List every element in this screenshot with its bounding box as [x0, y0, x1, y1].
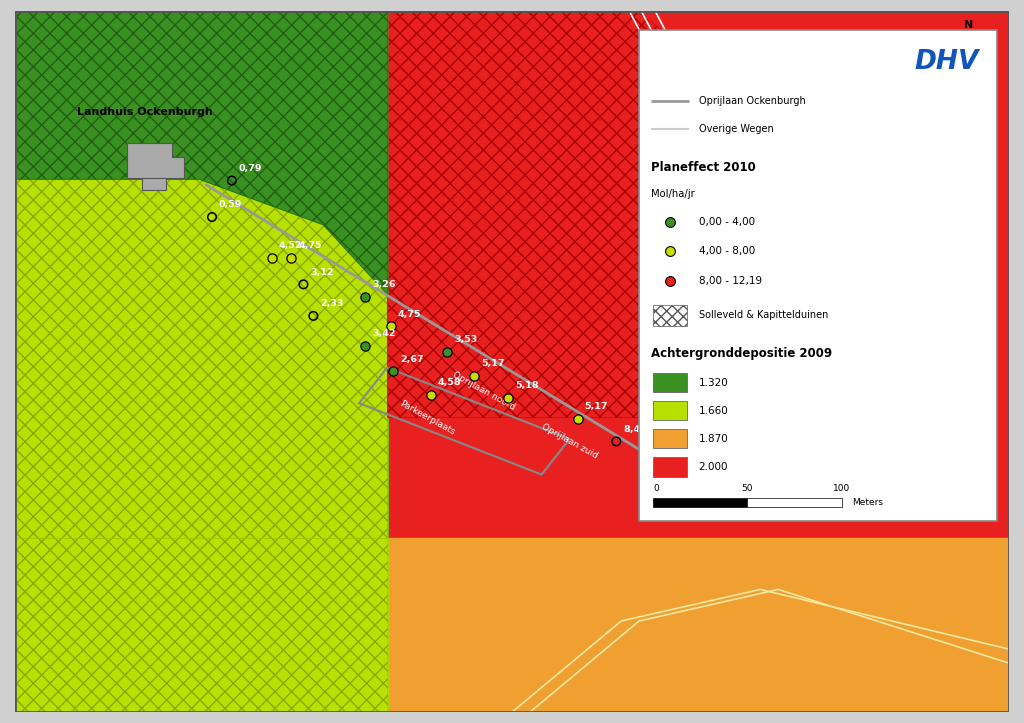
- Text: 0,00 - 4,00: 0,00 - 4,00: [698, 217, 755, 227]
- Text: Oprijlaan Ockenburgh: Oprijlaan Ockenburgh: [698, 95, 806, 106]
- Text: Solleveld & Kapittelduinen: Solleveld & Kapittelduinen: [698, 309, 828, 320]
- Bar: [15, 538, 388, 712]
- Bar: [653, 498, 748, 507]
- Point: [383, 320, 399, 332]
- Text: 5,17: 5,17: [585, 402, 608, 411]
- Text: 0,59: 0,59: [219, 200, 243, 210]
- Text: 4,00 - 8,00: 4,00 - 8,00: [698, 247, 755, 257]
- Text: Planeffect 2010: Planeffect 2010: [651, 161, 756, 174]
- Text: 4,58: 4,58: [437, 378, 461, 388]
- Text: 1.320: 1.320: [698, 377, 728, 388]
- Point: [263, 252, 280, 263]
- Bar: [653, 304, 687, 326]
- Text: 3,53: 3,53: [455, 335, 477, 344]
- Point: [662, 216, 678, 228]
- Polygon shape: [15, 11, 388, 295]
- Text: 4,75: 4,75: [298, 241, 322, 250]
- Text: Landhuis Ockenburgh: Landhuis Ockenburgh: [77, 106, 213, 116]
- Point: [295, 278, 311, 290]
- Point: [356, 291, 373, 303]
- Bar: [748, 498, 842, 507]
- Point: [641, 450, 657, 461]
- Point: [569, 414, 586, 425]
- Bar: [639, 30, 996, 521]
- Text: 1.870: 1.870: [698, 434, 728, 444]
- Point: [662, 275, 678, 286]
- Text: 12,19: 12,19: [656, 439, 686, 448]
- Point: [500, 392, 516, 403]
- Bar: [359, 367, 569, 474]
- Text: Parkeerplaats: Parkeerplaats: [398, 398, 457, 437]
- Text: Meters: Meters: [852, 498, 883, 507]
- Bar: [653, 401, 687, 420]
- Text: 4,75: 4,75: [397, 309, 421, 319]
- Text: 0,79: 0,79: [239, 164, 262, 173]
- Polygon shape: [127, 142, 184, 178]
- Text: Achtergronddepositie 2009: Achtergronddepositie 2009: [651, 346, 833, 359]
- Text: 2,33: 2,33: [321, 299, 344, 308]
- Text: 3,26: 3,26: [372, 281, 395, 289]
- Bar: [15, 11, 388, 538]
- Text: Oprijlaan noord: Oprijlaan noord: [452, 370, 517, 412]
- Text: 3,42: 3,42: [372, 330, 395, 338]
- Text: 1.660: 1.660: [698, 406, 728, 416]
- Polygon shape: [388, 11, 760, 418]
- Text: 5,18: 5,18: [515, 381, 539, 390]
- Bar: [653, 457, 687, 476]
- Point: [204, 211, 220, 223]
- Text: 3,12: 3,12: [310, 268, 334, 277]
- Point: [385, 366, 401, 377]
- Text: Overige Wegen: Overige Wegen: [698, 124, 773, 134]
- Text: Mol/ha/jr: Mol/ha/jr: [651, 189, 695, 199]
- Polygon shape: [15, 179, 388, 538]
- Text: 2.000: 2.000: [698, 462, 728, 471]
- Text: 0: 0: [653, 484, 658, 493]
- Text: N: N: [965, 20, 974, 30]
- Bar: [15, 11, 388, 538]
- Point: [662, 246, 678, 257]
- Text: 4,52: 4,52: [279, 241, 302, 250]
- Point: [356, 341, 373, 352]
- Bar: [15, 538, 1009, 712]
- Text: 2,67: 2,67: [399, 354, 423, 364]
- Text: Oprijlaan zuid: Oprijlaan zuid: [540, 422, 599, 461]
- Bar: [15, 538, 388, 712]
- Text: 8,00 - 12,19: 8,00 - 12,19: [698, 276, 762, 286]
- Text: DHV: DHV: [914, 49, 979, 75]
- Bar: [653, 373, 687, 393]
- Point: [284, 252, 300, 263]
- Polygon shape: [142, 178, 166, 189]
- Text: 8,44: 8,44: [624, 424, 647, 434]
- Bar: [653, 429, 687, 448]
- Point: [608, 436, 625, 448]
- Point: [422, 390, 438, 401]
- Point: [305, 310, 322, 322]
- Point: [439, 346, 456, 357]
- Text: 100: 100: [834, 484, 850, 493]
- Point: [223, 175, 240, 187]
- Point: [466, 369, 482, 381]
- Text: 50: 50: [741, 484, 754, 493]
- Text: 5,17: 5,17: [481, 359, 505, 368]
